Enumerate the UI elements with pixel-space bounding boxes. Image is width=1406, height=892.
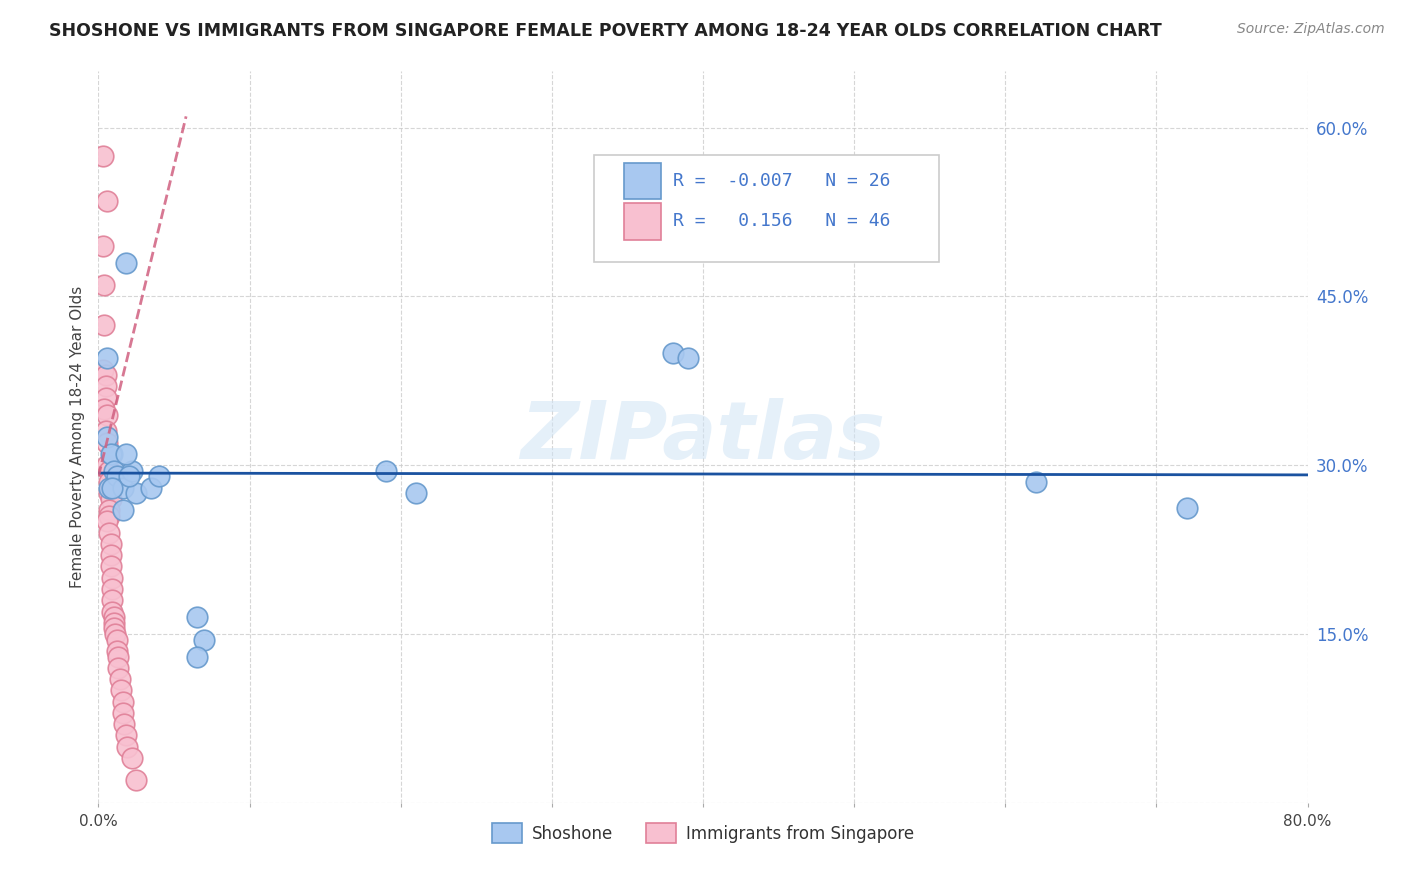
Point xyxy=(93,401,115,416)
Text: Source: ZipAtlas.com: Source: ZipAtlas.com xyxy=(1237,22,1385,37)
Point xyxy=(103,464,125,478)
Point xyxy=(405,486,427,500)
Point xyxy=(101,605,124,619)
Text: R =  -0.007   N = 26: R = -0.007 N = 26 xyxy=(672,172,890,190)
Point xyxy=(125,486,148,500)
Point xyxy=(96,515,118,529)
Point xyxy=(98,503,121,517)
Point xyxy=(100,537,122,551)
FancyBboxPatch shape xyxy=(624,203,661,240)
Point xyxy=(96,435,118,450)
Point xyxy=(1175,500,1198,515)
Legend: Shoshone, Immigrants from Singapore: Shoshone, Immigrants from Singapore xyxy=(485,817,921,849)
Point xyxy=(96,430,118,444)
Point xyxy=(186,649,208,664)
Point xyxy=(1024,475,1046,489)
Point xyxy=(115,739,138,754)
Point xyxy=(98,475,121,489)
Point xyxy=(118,469,141,483)
Point xyxy=(105,644,128,658)
Point xyxy=(101,447,124,461)
Point xyxy=(121,751,143,765)
Point xyxy=(111,503,134,517)
Point xyxy=(186,610,208,624)
Point xyxy=(93,318,115,332)
Point xyxy=(100,559,122,574)
Point xyxy=(100,447,122,461)
Point xyxy=(661,345,683,359)
Point xyxy=(104,627,127,641)
Point xyxy=(100,548,122,562)
Point xyxy=(111,706,134,720)
Point xyxy=(101,582,124,596)
Point xyxy=(94,368,117,383)
Point xyxy=(112,717,135,731)
Point xyxy=(98,464,121,478)
Point xyxy=(94,391,117,405)
Point xyxy=(91,149,114,163)
Point xyxy=(93,278,115,293)
Point xyxy=(114,728,136,742)
Point xyxy=(114,255,136,269)
Point xyxy=(107,649,129,664)
Point xyxy=(94,379,117,393)
Point xyxy=(96,458,118,473)
Point xyxy=(101,481,124,495)
Point xyxy=(374,464,396,478)
Point xyxy=(111,694,134,708)
Point xyxy=(141,481,163,495)
Point xyxy=(94,425,117,439)
Point xyxy=(98,525,121,540)
Point xyxy=(121,464,143,478)
Point xyxy=(110,683,132,698)
Point xyxy=(96,408,118,422)
Point xyxy=(114,447,136,461)
Point xyxy=(193,632,215,647)
Point xyxy=(98,486,121,500)
Point xyxy=(101,593,124,607)
Point xyxy=(148,469,170,483)
Point xyxy=(676,351,699,366)
FancyBboxPatch shape xyxy=(624,163,661,200)
Point xyxy=(125,773,148,788)
Point xyxy=(105,469,128,483)
Text: ZIPatlas: ZIPatlas xyxy=(520,398,886,476)
Text: SHOSHONE VS IMMIGRANTS FROM SINGAPORE FEMALE POVERTY AMONG 18-24 YEAR OLDS CORRE: SHOSHONE VS IMMIGRANTS FROM SINGAPORE FE… xyxy=(49,22,1161,40)
Point xyxy=(111,481,134,495)
Point xyxy=(108,672,131,686)
Point xyxy=(105,632,128,647)
Text: R =   0.156   N = 46: R = 0.156 N = 46 xyxy=(672,212,890,230)
Point xyxy=(96,194,118,208)
Point xyxy=(100,491,122,506)
Point xyxy=(98,481,121,495)
Point xyxy=(103,615,125,630)
Point xyxy=(107,661,129,675)
Point xyxy=(96,351,118,366)
Point xyxy=(91,239,114,253)
Point xyxy=(103,621,125,635)
Point xyxy=(91,362,114,376)
FancyBboxPatch shape xyxy=(595,155,939,261)
Point xyxy=(103,610,125,624)
Point xyxy=(98,508,121,523)
Y-axis label: Female Poverty Among 18-24 Year Olds: Female Poverty Among 18-24 Year Olds xyxy=(69,286,84,588)
Point xyxy=(101,571,124,585)
